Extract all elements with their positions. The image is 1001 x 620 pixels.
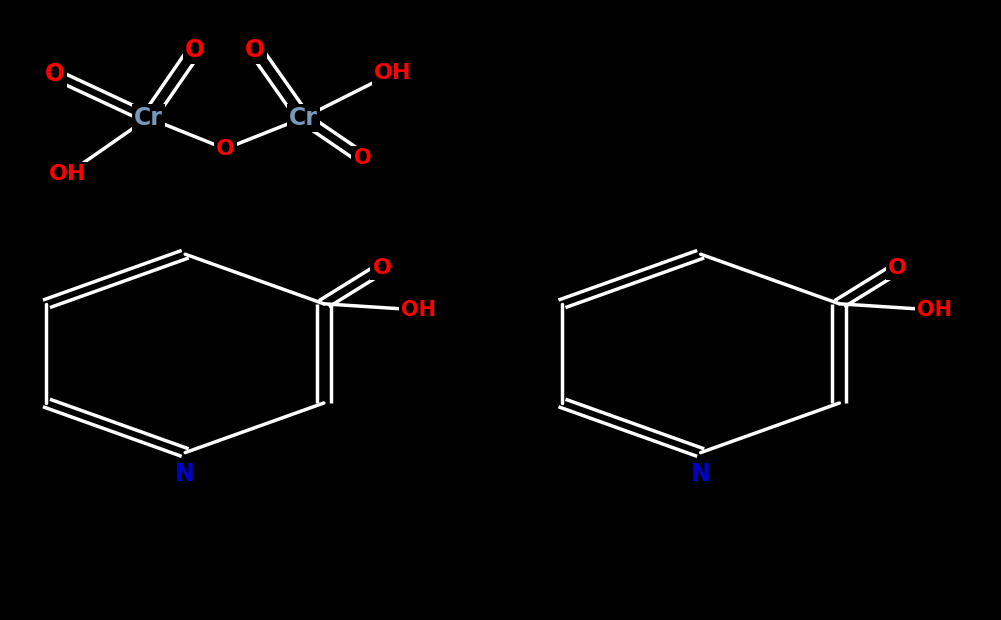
Text: O: O [353, 148, 371, 168]
Text: O: O [185, 38, 205, 61]
Text: O: O [245, 38, 265, 61]
Text: OH: OH [401, 300, 436, 320]
Text: O: O [888, 258, 907, 278]
Text: O: O [216, 139, 234, 159]
Text: O: O [372, 258, 391, 278]
Text: Cr: Cr [134, 106, 162, 130]
Text: N: N [691, 463, 711, 486]
Text: OH: OH [917, 300, 952, 320]
Text: OH: OH [49, 164, 87, 184]
Text: O: O [45, 63, 65, 86]
Text: N: N [175, 463, 195, 486]
Text: OH: OH [373, 63, 411, 83]
Text: Cr: Cr [289, 106, 317, 130]
